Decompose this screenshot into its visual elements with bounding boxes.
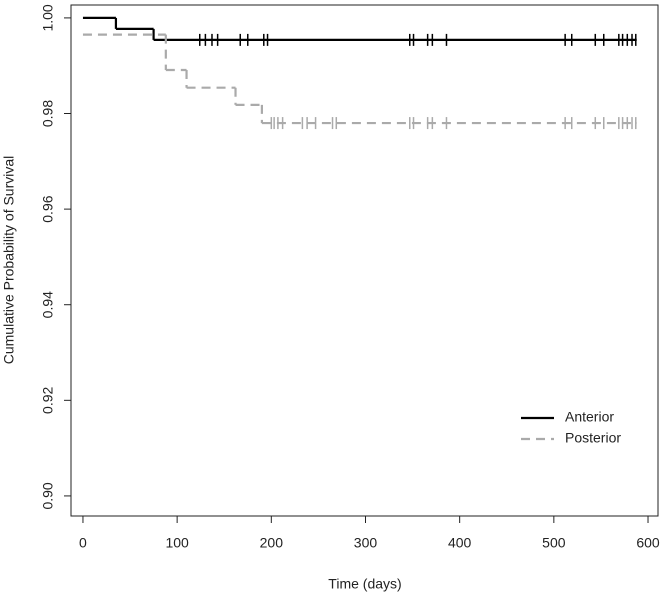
x-axis-label: Time (days) [328,576,401,592]
y-tick-label: 0.90 [40,482,56,509]
x-tick-label: 200 [260,535,284,551]
x-tick-label: 0 [79,535,87,551]
y-tick-label: 0.92 [40,386,56,413]
x-tick-label: 100 [165,535,189,551]
y-tick-label: 0.94 [40,291,56,318]
x-tick-label: 400 [448,535,472,551]
x-tick-label: 300 [354,535,378,551]
y-tick-label: 0.98 [40,100,56,127]
y-tick-label: 0.96 [40,195,56,222]
x-tick-label: 500 [542,535,566,551]
plot-frame [70,4,659,517]
y-tick-label: 1.00 [40,4,56,31]
x-tick-label: 600 [636,535,660,551]
legend-label: Posterior [565,430,621,446]
y-axis-label: Cumulative Probability of Survival [1,156,17,365]
legend-label: Anterior [565,409,614,425]
